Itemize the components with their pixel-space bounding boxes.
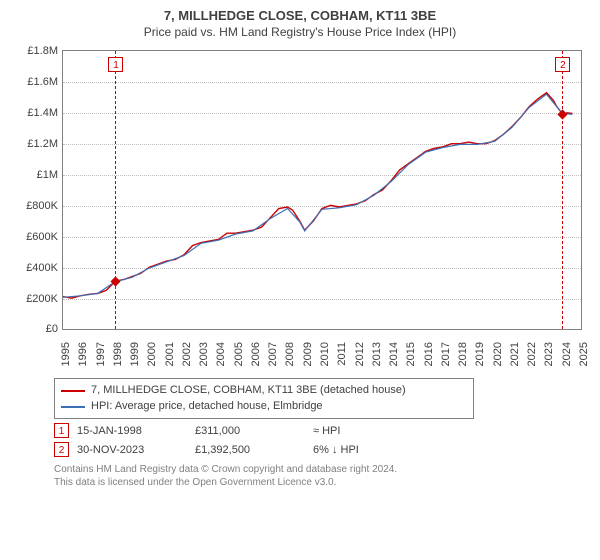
y-axis-label: £200K: [12, 293, 58, 305]
x-axis-label: 1998: [112, 342, 124, 382]
x-axis-label: 2006: [250, 342, 262, 382]
y-axis-label: £1M: [12, 169, 58, 181]
x-axis-label: 1997: [95, 342, 107, 382]
sale-price: £311,000: [195, 425, 305, 437]
sale-delta: 6% ↓ HPI: [313, 444, 423, 456]
x-axis-label: 2019: [474, 342, 486, 382]
x-axis-label: 2016: [423, 342, 435, 382]
footer-line: Contains HM Land Registry data © Crown c…: [54, 463, 588, 476]
chart-subtitle: Price paid vs. HM Land Registry's House …: [12, 25, 588, 41]
series-line-price_paid: [63, 93, 572, 298]
y-axis-label: £400K: [12, 262, 58, 274]
x-axis-label: 2001: [164, 342, 176, 382]
sale-row: 1 15-JAN-1998 £311,000 ≈ HPI: [54, 423, 588, 438]
y-axis-label: £1.2M: [12, 138, 58, 150]
x-axis-label: 2022: [526, 342, 538, 382]
sale-vertical-line: [562, 51, 563, 329]
y-axis-label: £600K: [12, 231, 58, 243]
legend-label: 7, MILLHEDGE CLOSE, COBHAM, KT11 3BE (de…: [91, 383, 406, 398]
x-axis-label: 2023: [543, 342, 555, 382]
y-axis-label: £1.8M: [12, 45, 58, 57]
chart-container: 7, MILLHEDGE CLOSE, COBHAM, KT11 3BE Pri…: [0, 0, 600, 560]
legend-item: HPI: Average price, detached house, Elmb…: [61, 399, 467, 414]
x-axis-label: 2020: [492, 342, 504, 382]
sale-date: 15-JAN-1998: [77, 425, 187, 437]
x-axis-label: 2017: [440, 342, 452, 382]
footer-attribution: Contains HM Land Registry data © Crown c…: [54, 463, 588, 489]
sale-marker-box: 2: [555, 57, 570, 72]
chart-area: 12 £0£200K£400K£600K£800K£1M£1.2M£1.4M£1…: [12, 44, 588, 374]
x-axis-label: 1999: [129, 342, 141, 382]
x-axis-label: 2011: [336, 342, 348, 382]
x-axis-label: 2018: [457, 342, 469, 382]
x-axis-label: 2000: [146, 342, 158, 382]
x-axis-label: 2015: [405, 342, 417, 382]
x-axis-label: 2009: [302, 342, 314, 382]
sale-vertical-line: [115, 51, 116, 329]
sale-marker-box: 1: [108, 57, 123, 72]
sale-date: 30-NOV-2023: [77, 444, 187, 456]
series-svg: [63, 51, 581, 329]
x-axis-label: 2004: [215, 342, 227, 382]
x-axis-label: 2012: [354, 342, 366, 382]
sale-price: £1,392,500: [195, 444, 305, 456]
footer-line: This data is licensed under the Open Gov…: [54, 476, 588, 489]
x-axis-label: 2014: [388, 342, 400, 382]
x-axis-label: 2013: [371, 342, 383, 382]
y-axis-label: £800K: [12, 200, 58, 212]
x-axis-label: 2007: [267, 342, 279, 382]
x-axis-label: 2024: [561, 342, 573, 382]
x-axis-label: 1996: [77, 342, 89, 382]
legend: 7, MILLHEDGE CLOSE, COBHAM, KT11 3BE (de…: [54, 378, 474, 419]
legend-swatch: [61, 406, 85, 408]
chart-title: 7, MILLHEDGE CLOSE, COBHAM, KT11 3BE: [12, 8, 588, 25]
x-axis-label: 2021: [509, 342, 521, 382]
legend-item: 7, MILLHEDGE CLOSE, COBHAM, KT11 3BE (de…: [61, 383, 467, 398]
y-axis-label: £1.4M: [12, 107, 58, 119]
sale-marker-icon: 2: [54, 442, 69, 457]
legend-label: HPI: Average price, detached house, Elmb…: [91, 399, 323, 414]
x-axis-label: 2008: [284, 342, 296, 382]
plot-area: 12: [62, 50, 582, 330]
x-axis-label: 2025: [578, 342, 590, 382]
legend-swatch: [61, 390, 85, 392]
x-axis-label: 2002: [181, 342, 193, 382]
sale-delta: ≈ HPI: [313, 425, 423, 437]
x-axis-label: 2005: [233, 342, 245, 382]
sale-row: 2 30-NOV-2023 £1,392,500 6% ↓ HPI: [54, 442, 588, 457]
y-axis-label: £1.6M: [12, 76, 58, 88]
x-axis-label: 2010: [319, 342, 331, 382]
x-axis-label: 2003: [198, 342, 210, 382]
sale-marker-icon: 1: [54, 423, 69, 438]
y-axis-label: £0: [12, 323, 58, 335]
x-axis-label: 1995: [60, 342, 72, 382]
series-line-hpi: [63, 95, 572, 298]
